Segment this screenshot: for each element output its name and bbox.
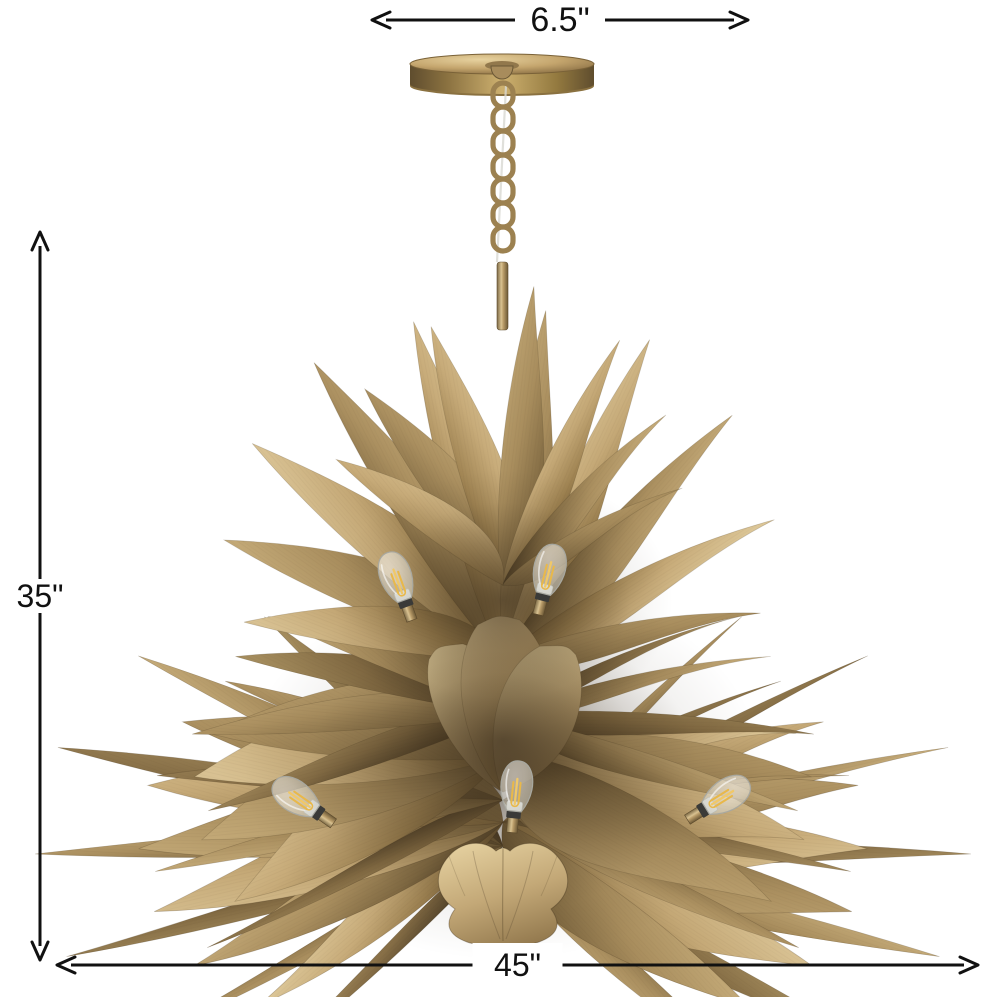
svg-text:45": 45" — [494, 947, 541, 983]
svg-text:6.5": 6.5" — [530, 1, 589, 39]
svg-text:35": 35" — [17, 578, 64, 614]
